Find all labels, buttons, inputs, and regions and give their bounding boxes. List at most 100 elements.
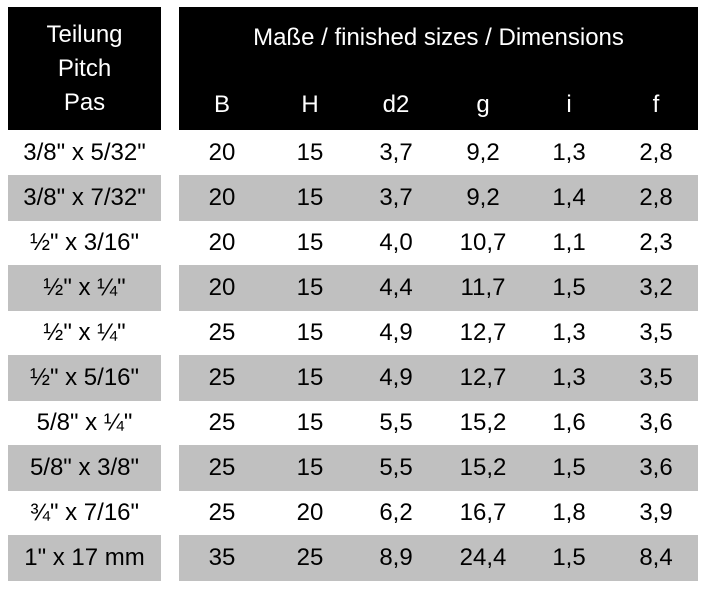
table-row: 3/8" x 5/32" 20 15 3,7 9,2 1,3 2,8 <box>0 130 704 176</box>
cell-h: 15 <box>296 274 324 301</box>
cell-f: 3,9 <box>639 499 673 526</box>
cell-g: 16,7 <box>459 499 507 526</box>
cell-h: 15 <box>296 184 324 211</box>
cell-d2: 4,9 <box>379 319 413 346</box>
cell-i: 1,4 <box>552 184 586 211</box>
cell-f: 2,8 <box>639 184 673 211</box>
cell-g: 12,7 <box>459 364 507 391</box>
cell-b: 25 <box>208 499 236 526</box>
pitch-header: Teilung Pitch Pas <box>8 7 161 130</box>
cell-i: 1,3 <box>552 319 586 346</box>
table-row: ½" x ¼" 25 15 4,9 12,7 1,3 3,5 <box>0 310 704 356</box>
cell-b: 20 <box>208 184 236 211</box>
cell-h: 15 <box>296 319 324 346</box>
dimension-cells: 25 15 4,9 12,7 1,3 3,5 <box>179 355 698 401</box>
cell-g: 9,2 <box>466 184 500 211</box>
cell-f: 3,6 <box>639 454 673 481</box>
dimension-cells: 25 15 4,9 12,7 1,3 3,5 <box>179 310 698 356</box>
cell-i: 1,5 <box>552 274 586 301</box>
cell-g: 15,2 <box>459 454 507 481</box>
cell-d2: 3,7 <box>379 139 413 166</box>
cell-i: 1,3 <box>552 139 586 166</box>
dimension-cells: 20 15 3,7 9,2 1,3 2,8 <box>179 130 698 176</box>
cell-h: 25 <box>296 544 324 571</box>
pitch-cell: 3/8" x 7/32" <box>8 175 161 221</box>
cell-h: 20 <box>296 499 324 526</box>
table-row: ½" x ¼" 20 15 4,4 11,7 1,5 3,2 <box>0 265 704 311</box>
cell-b: 25 <box>208 319 236 346</box>
table-row: ½" x 3/16" 20 15 4,0 10,7 1,1 2,3 <box>0 220 704 266</box>
pitch-cell: 5/8" x 3/8" <box>8 445 161 491</box>
cell-g: 24,4 <box>459 544 507 571</box>
cell-b: 25 <box>208 364 236 391</box>
dimension-cells: 25 15 5,5 15,2 1,6 3,6 <box>179 400 698 446</box>
dimension-cells: 25 15 5,5 15,2 1,5 3,6 <box>179 445 698 491</box>
cell-f: 3,5 <box>639 364 673 391</box>
pitch-cell: ½" x ¼" <box>43 319 126 346</box>
table-row: 5/8" x ¼" 25 15 5,5 15,2 1,6 3,6 <box>0 400 704 446</box>
cell-d2: 4,4 <box>379 274 413 301</box>
dimension-cells: 20 15 3,7 9,2 1,4 2,8 <box>179 175 698 221</box>
pitch-cell: 1" x 17 mm <box>8 535 161 581</box>
pitch-header-line-3: Pas <box>63 88 106 116</box>
column-headers: B H d2 g i f <box>179 91 698 123</box>
column-header-h: H <box>301 91 319 118</box>
cell-f: 3,2 <box>639 274 673 301</box>
cell-h: 15 <box>296 454 324 481</box>
cell-i: 1,5 <box>552 544 586 571</box>
column-header-b: B <box>213 91 230 118</box>
dimension-cells: 20 15 4,4 11,7 1,5 3,2 <box>179 265 698 311</box>
dimension-cells: 20 15 4,0 10,7 1,1 2,3 <box>179 220 698 266</box>
cell-h: 15 <box>296 409 324 436</box>
cell-d2: 3,7 <box>379 184 413 211</box>
column-header-f: f <box>652 91 660 118</box>
cell-b: 20 <box>208 229 236 256</box>
cell-d2: 5,5 <box>379 409 413 436</box>
pitch-cell: ¾" x 7/16" <box>29 499 140 526</box>
cell-f: 3,6 <box>639 409 673 436</box>
pitch-cell: ½" x 3/16" <box>29 229 140 256</box>
cell-b: 20 <box>208 274 236 301</box>
cell-f: 2,8 <box>639 139 673 166</box>
cell-d2: 8,9 <box>379 544 413 571</box>
cell-d2: 4,9 <box>379 364 413 391</box>
pitch-cell: ½" x 5/16" <box>8 355 161 401</box>
dimensions-header: Maße / finished sizes / Dimensions B H d… <box>179 7 698 130</box>
pitch-cell: 5/8" x ¼" <box>36 409 133 436</box>
column-header-i: i <box>566 91 572 118</box>
cell-b: 25 <box>208 454 236 481</box>
cell-d2: 6,2 <box>379 499 413 526</box>
pitch-cell: ½" x ¼" <box>8 265 161 311</box>
table-row: 3/8" x 7/32" 20 15 3,7 9,2 1,4 2,8 <box>0 175 704 221</box>
cell-g: 12,7 <box>459 319 507 346</box>
cell-f: 3,5 <box>639 319 673 346</box>
table-row: ¾" x 7/16" 25 20 6,2 16,7 1,8 3,9 <box>0 490 704 536</box>
cell-b: 35 <box>208 544 236 571</box>
cell-i: 1,5 <box>552 454 586 481</box>
cell-i: 1,1 <box>552 229 586 256</box>
cell-i: 1,8 <box>552 499 586 526</box>
cell-g: 11,7 <box>460 274 506 301</box>
cell-h: 15 <box>296 364 324 391</box>
cell-i: 1,6 <box>552 409 586 436</box>
table-row: 5/8" x 3/8" 25 15 5,5 15,2 1,5 3,6 <box>0 445 704 491</box>
cell-h: 15 <box>296 229 324 256</box>
dimension-cells: 25 20 6,2 16,7 1,8 3,9 <box>179 490 698 536</box>
pitch-header-line-1: Teilung <box>46 20 123 48</box>
cell-b: 20 <box>208 139 236 166</box>
cell-d2: 4,0 <box>379 229 413 256</box>
dimension-cells: 35 25 8,9 24,4 1,5 8,4 <box>179 535 698 581</box>
cell-i: 1,3 <box>552 364 586 391</box>
cell-f: 8,4 <box>639 544 673 571</box>
pitch-header-line-2: Pitch <box>57 54 112 82</box>
column-header-g: g <box>476 91 490 118</box>
cell-d2: 5,5 <box>379 454 413 481</box>
column-header-d2: d2 <box>382 91 410 118</box>
table-row: 1" x 17 mm 35 25 8,9 24,4 1,5 8,4 <box>0 535 704 581</box>
cell-f: 2,3 <box>639 229 673 256</box>
cell-g: 15,2 <box>459 409 507 436</box>
dimensions-title: Maße / finished sizes / Dimensions <box>253 24 624 51</box>
cell-g: 10,7 <box>459 229 507 256</box>
table-row: ½" x 5/16" 25 15 4,9 12,7 1,3 3,5 <box>0 355 704 401</box>
cell-h: 15 <box>296 139 324 166</box>
